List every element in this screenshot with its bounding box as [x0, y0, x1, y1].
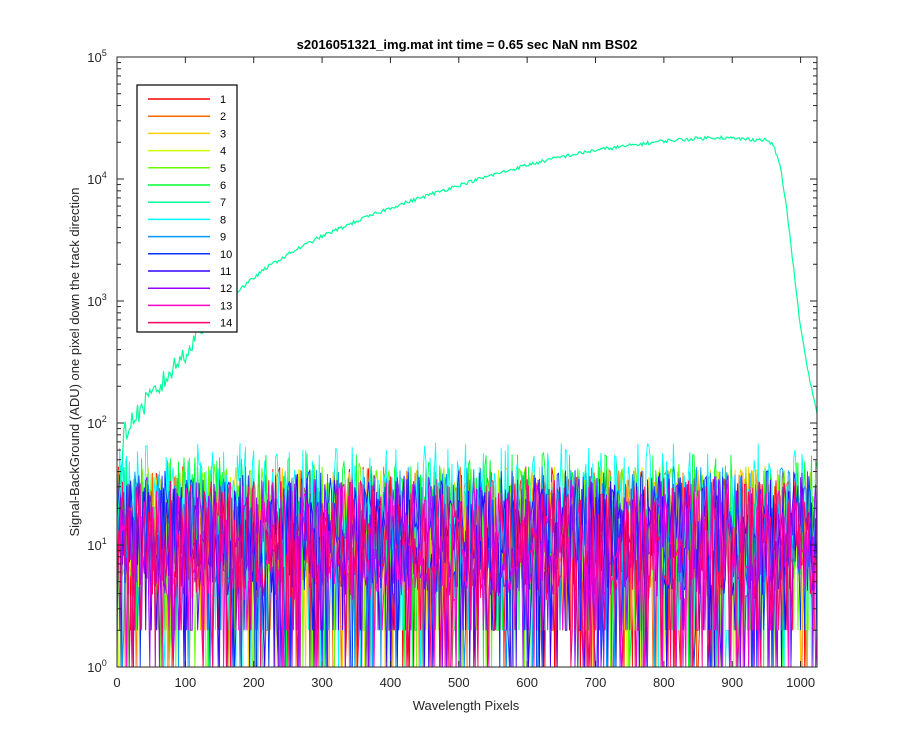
y-tick-label: 100 [87, 658, 106, 675]
y-tick-label: 103 [87, 292, 106, 309]
x-tick-label: 600 [516, 675, 538, 690]
ticks-layer: 0 100 200 300 400 500 600 700 800 900 100010010110… [87, 48, 817, 690]
x-tick-label: 800 [653, 675, 675, 690]
chart-title: s2016051321_img.mat int time = 0.65 sec … [297, 37, 638, 52]
legend-label-9: 9 [220, 232, 226, 244]
legend-label-1: 1 [220, 94, 226, 106]
y-tick-label: 101 [87, 536, 106, 553]
y-tick-label: 104 [87, 170, 106, 187]
legend-label-8: 8 [220, 214, 226, 226]
legend-label-11: 11 [220, 266, 231, 278]
x-tick-label: 0 [113, 675, 120, 690]
x-tick-label: 300 [311, 675, 333, 690]
legend-box [136, 84, 238, 333]
legend-label-5: 5 [220, 163, 226, 175]
series-line-14 [116, 479, 818, 668]
x-tick-label: 700 [585, 675, 607, 690]
x-tick-label: 1000 [786, 675, 815, 690]
plot-frame [116, 56, 818, 668]
x-tick-label: 900 [721, 675, 743, 690]
y-tick-label: 102 [87, 414, 106, 431]
legend-label-3: 3 [220, 128, 226, 140]
legend-label-2: 2 [220, 111, 226, 123]
legend-label-12: 12 [220, 283, 232, 295]
series-layer [116, 134, 818, 668]
x-tick-label: 200 [243, 675, 265, 690]
y-axis-label: Signal-BackGround (ADU) one pixel down t… [67, 187, 82, 536]
series-line-9 [116, 466, 818, 668]
legend-label-10: 10 [220, 249, 232, 261]
legend-label-4: 4 [220, 146, 226, 158]
x-axis-label: Wavelength Pixels [413, 698, 520, 713]
x-tick-label: 100 [175, 675, 197, 690]
x-tick-label: 400 [380, 675, 402, 690]
legend-label-7: 7 [220, 197, 226, 209]
y-tick-label: 105 [87, 48, 106, 65]
x-tick-label: 500 [448, 675, 470, 690]
legend-label-13: 13 [220, 300, 232, 312]
legend-label-6: 6 [220, 180, 226, 192]
legend-label-14: 14 [220, 318, 232, 330]
